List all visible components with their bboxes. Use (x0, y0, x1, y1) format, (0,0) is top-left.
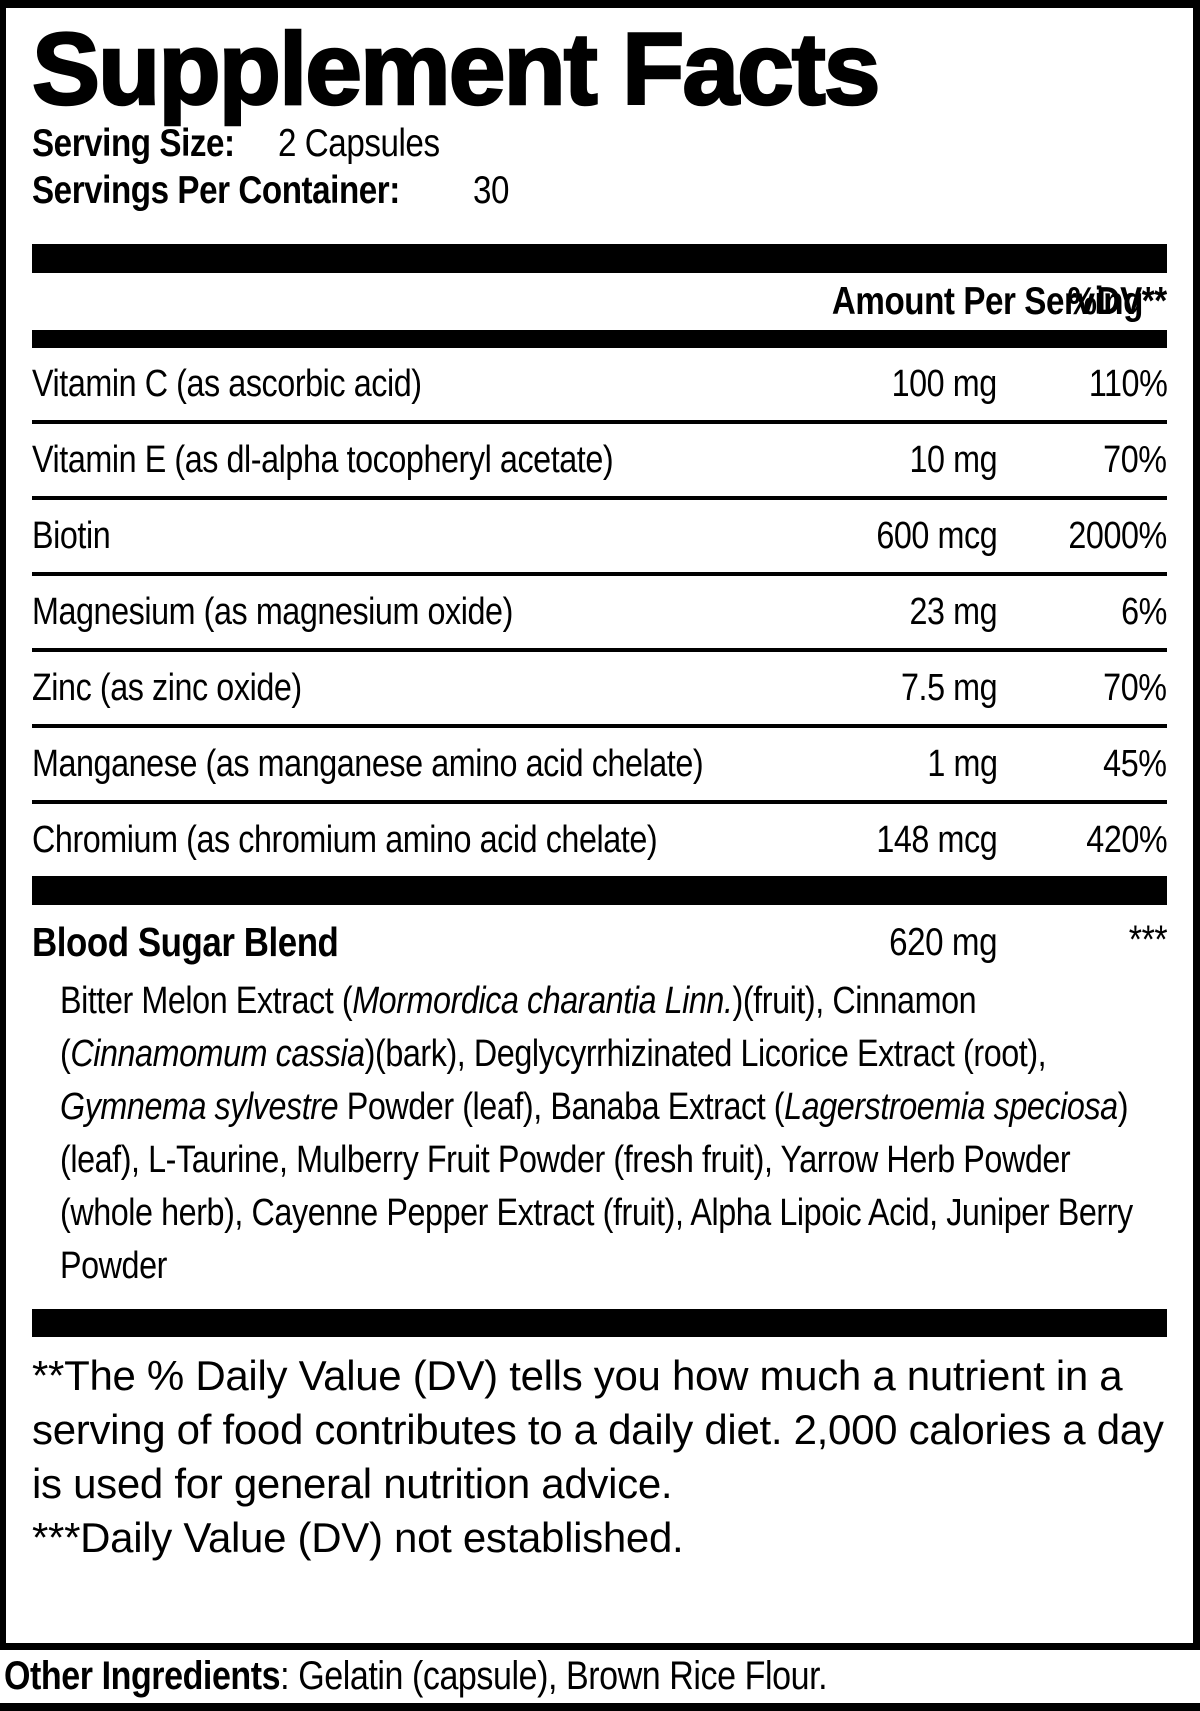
nutrient-dv: 420% (1086, 819, 1167, 861)
nutrient-amount: 10 mg (909, 439, 997, 481)
table-row: Vitamin E (as dl-alpha tocopheryl acetat… (32, 420, 1167, 496)
percent-dv-header: %DV** (1067, 279, 1168, 323)
divider-bar-header (32, 330, 1167, 348)
serving-size-line: Serving Size: 2 Capsules (32, 120, 1167, 167)
page-title: Supplement Facts (31, 12, 882, 126)
servings-per-container-line: Servings Per Container: 30 (32, 167, 1167, 214)
nutrient-dv: 110% (1088, 363, 1167, 405)
table-row: Chromium (as chromium amino acid chelate… (32, 800, 1167, 876)
serving-size-value: 2 Capsules (278, 122, 441, 165)
table-row: Vitamin C (as ascorbic acid) 100 mg 110% (32, 348, 1167, 420)
amount-per-serving-header: Amount Per Serving (831, 279, 1143, 323)
supplement-facts-panel: Supplement Facts Serving Size: 2 Capsules… (0, 0, 1200, 1650)
servings-per-container-value: 30 (472, 169, 509, 212)
nutrient-dv: 6% (1121, 591, 1167, 633)
nutrient-dv: 45% (1103, 743, 1168, 785)
divider-bar-footnote (32, 1309, 1167, 1337)
nutrient-amount: 1 mg (926, 743, 998, 785)
blend-header-row: Blood Sugar Blend 620 mg *** (32, 905, 1167, 975)
servings-per-container-label: Servings Per Container: (32, 169, 400, 212)
nutrient-amount: 23 mg (909, 591, 997, 633)
nutrient-name: Vitamin E (as dl-alpha tocopheryl acetat… (32, 439, 614, 481)
nutrient-dv: 70% (1103, 667, 1168, 709)
table-row: Manganese (as manganese amino acid chela… (32, 724, 1167, 800)
divider-bar-top (32, 244, 1167, 273)
other-ingredients-value: : Gelatin (capsule), Brown Rice Flour. (280, 1654, 828, 1698)
nutrient-amount: 100 mg (891, 363, 998, 405)
nutrient-name: Vitamin C (as ascorbic acid) (32, 363, 422, 405)
nutrient-table: Vitamin C (as ascorbic acid) 100 mg 110%… (32, 348, 1167, 876)
nutrient-name: Biotin (32, 515, 111, 557)
nutrient-amount: 148 mcg (876, 819, 997, 861)
bottom-edge-bar (0, 1703, 1200, 1711)
nutrient-name: Zinc (as zinc oxide) (32, 667, 302, 709)
blend-name: Blood Sugar Blend (32, 919, 339, 965)
daily-value-footnote: **The % Daily Value (DV) tells you how m… (32, 1352, 1164, 1507)
nutrient-amount: 600 mcg (876, 515, 997, 557)
nutrient-name: Chromium (as chromium amino acid chelate… (32, 819, 658, 861)
other-ingredients-label: Other Ingredients (4, 1654, 281, 1698)
table-row: Magnesium (as magnesium oxide) 23 mg 6% (32, 572, 1167, 648)
nutrient-amount: 7.5 mg (900, 667, 998, 709)
table-row: Biotin 600 mcg 2000% (32, 496, 1167, 572)
blend-amount: 620 mg (888, 921, 997, 964)
other-ingredients-line: Other Ingredients: Gelatin (capsule), Br… (0, 1650, 1200, 1703)
nutrient-dv: 2000% (1068, 515, 1168, 557)
blend-ingredients-text: Bitter Melon Extract (Mormordica charant… (60, 980, 1133, 1287)
blend-dv-stars: *** (1128, 918, 1168, 962)
nutrient-name: Magnesium (as magnesium oxide) (32, 591, 513, 633)
nutrient-dv: 70% (1103, 439, 1168, 481)
table-row: Zinc (as zinc oxide) 7.5 mg 70% (32, 648, 1167, 724)
table-header-row: Amount Per Serving %DV** (32, 273, 1168, 330)
divider-bar-blend (32, 876, 1167, 905)
not-established-footnote: ***Daily Value (DV) not established. (32, 1514, 684, 1561)
nutrient-name: Manganese (as manganese amino acid chela… (32, 743, 704, 785)
blend-ingredients-wrap: Bitter Melon Extract (Mormordica charant… (32, 975, 1167, 1293)
serving-size-label: Serving Size: (32, 122, 235, 165)
